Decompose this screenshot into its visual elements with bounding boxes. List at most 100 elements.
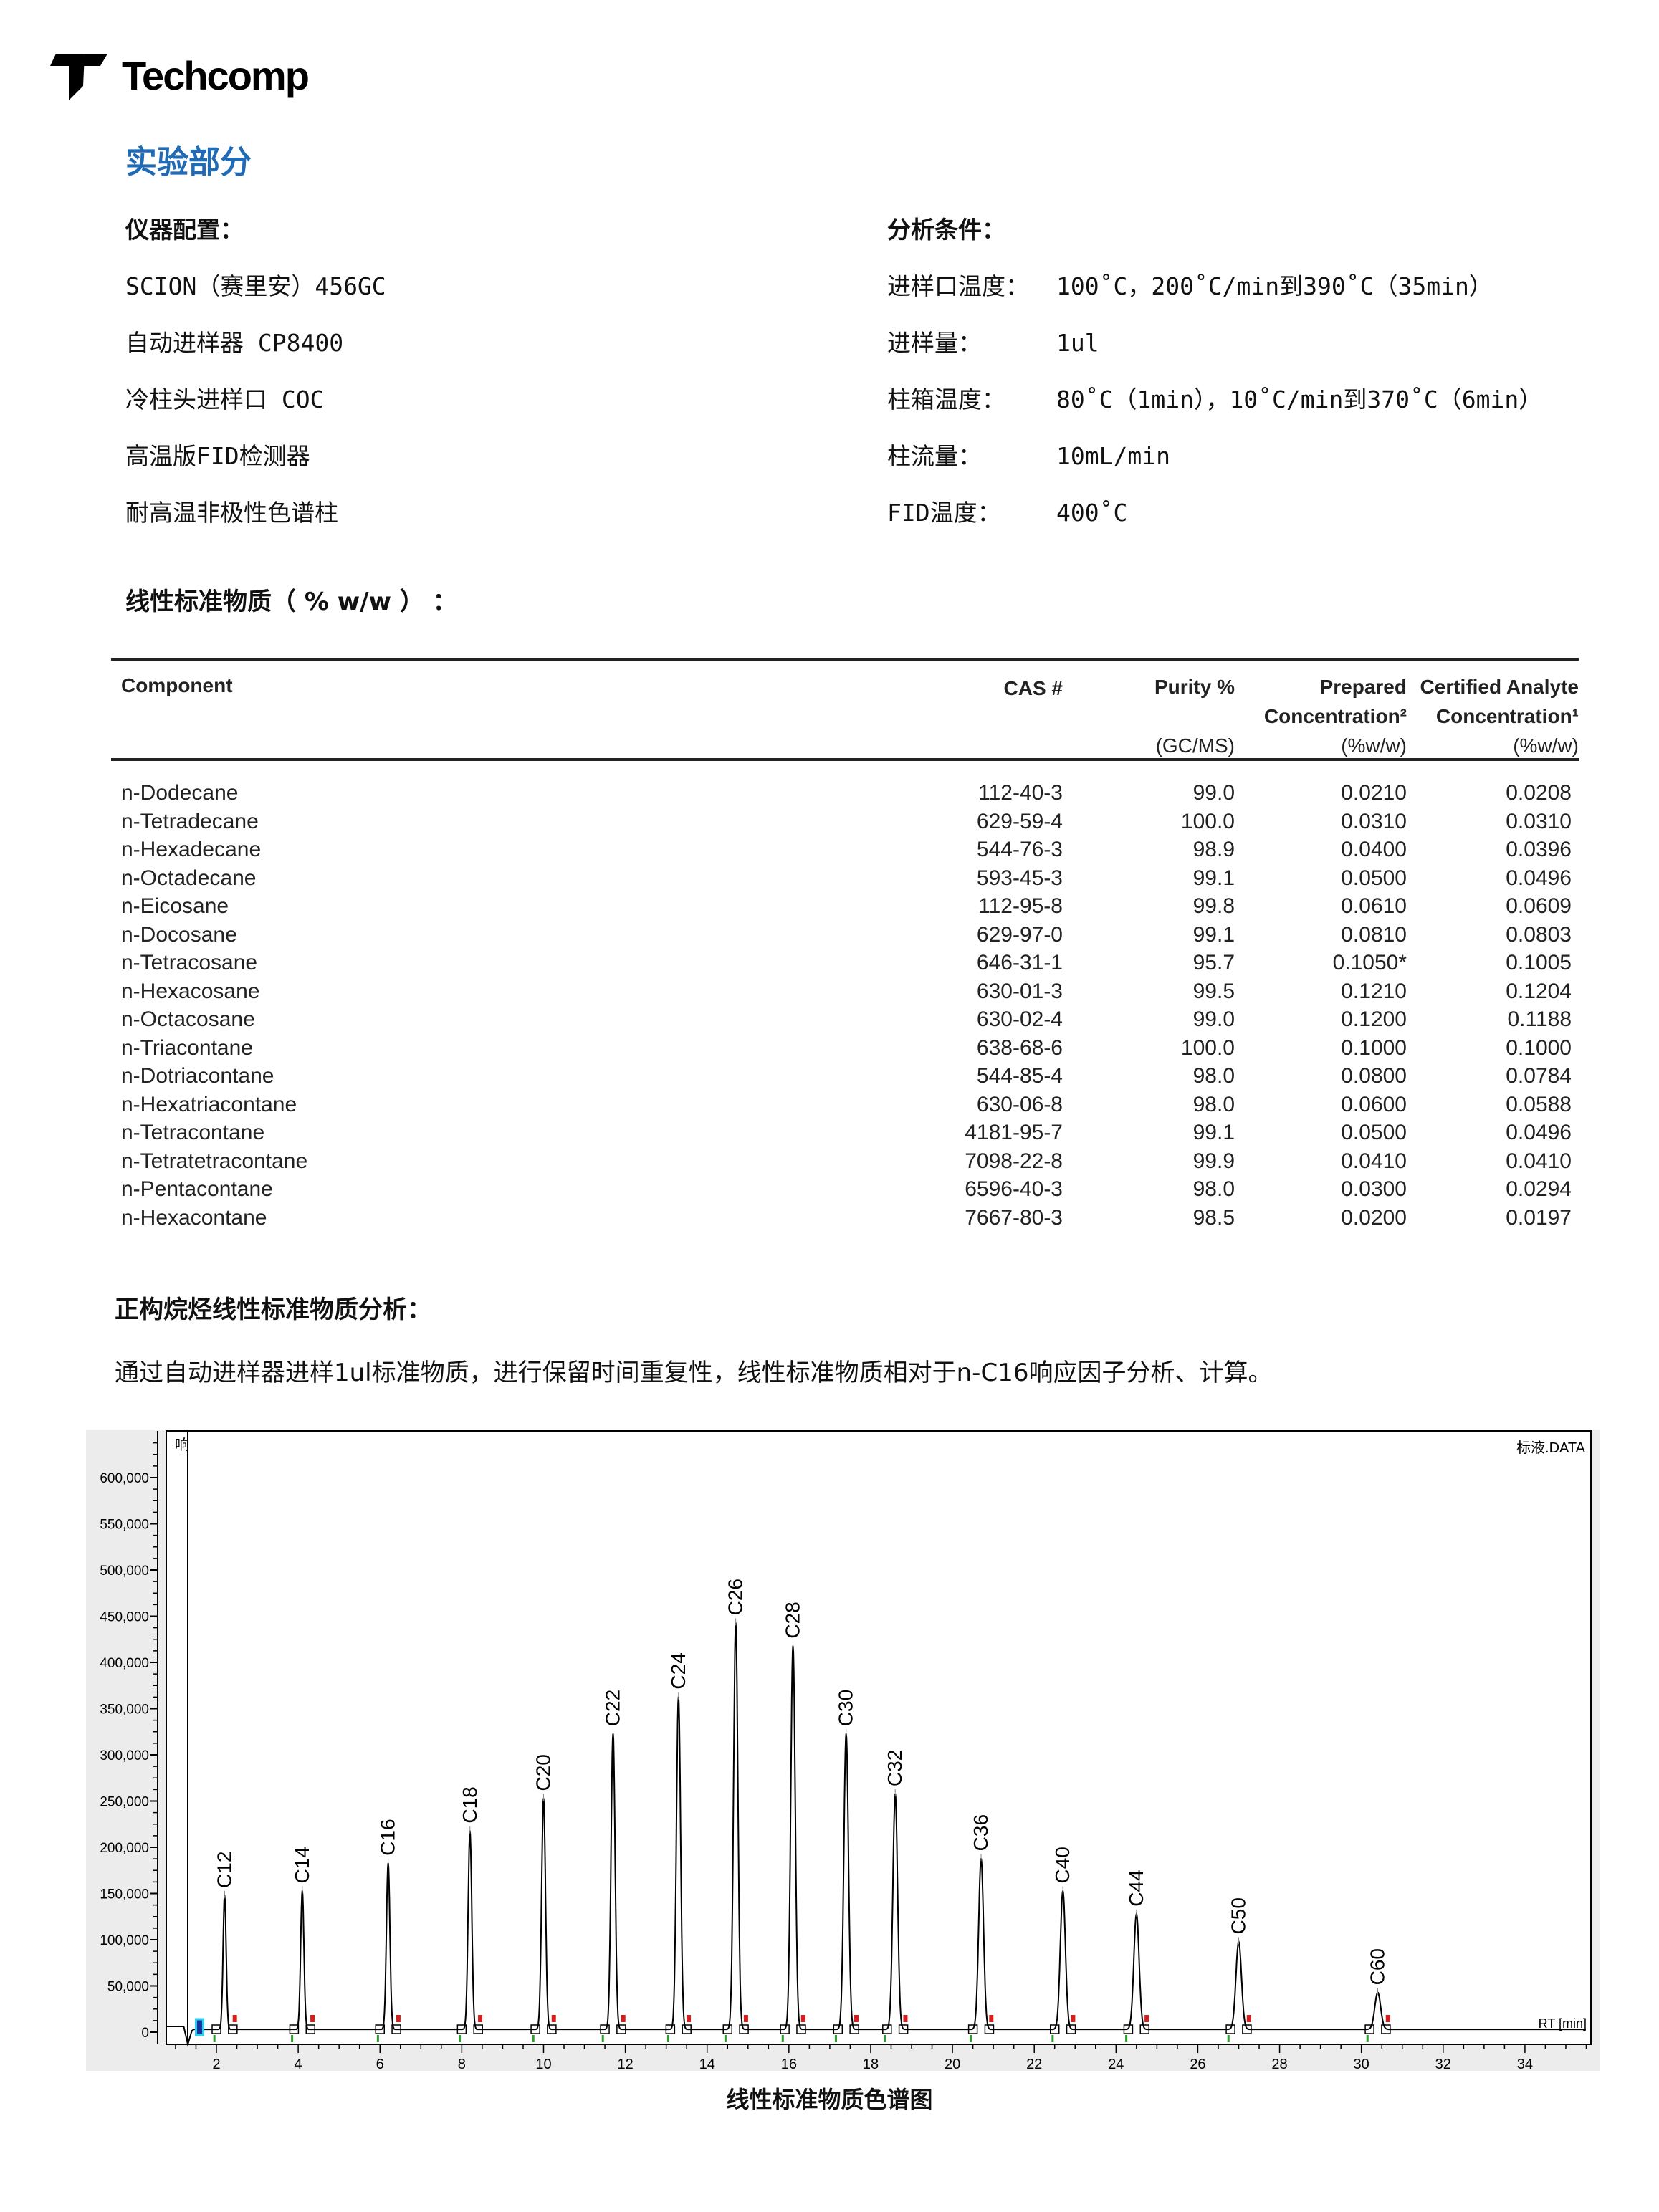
x-tick-label: 10 <box>535 2057 551 2071</box>
peak-start-marker <box>291 2035 294 2042</box>
peak-label: C60 <box>1367 1948 1389 1985</box>
peak-label: C20 <box>532 1754 554 1791</box>
integration-marker <box>1049 2024 1060 2034</box>
table-row: n-Triacontane 638-68-6 100.0 0.1000 0.1000 <box>111 1036 1579 1065</box>
peak-start-marker <box>1366 2035 1369 2042</box>
instrument-item: 耐高温非极性色谱柱 <box>125 499 338 527</box>
cell-prepared: 0.0500 <box>1341 1121 1407 1144</box>
integration-marker <box>228 2024 238 2034</box>
plot-area <box>166 1430 1592 2045</box>
peak-start-marker <box>1125 2035 1128 2042</box>
cell-component: n-Hexadecane <box>121 838 262 861</box>
table-row: n-Hexacosane 630-01-3 99.5 0.1210 0.1204 <box>111 980 1579 1008</box>
condition-value: 80˚C（1min），10˚C/min到370˚C（6min） <box>1056 386 1543 413</box>
integration-marker <box>600 2024 610 2034</box>
peak-start-marker <box>213 2035 216 2042</box>
cell-certified: 0.0208 <box>1506 781 1572 805</box>
cell-cas: 593-45-3 <box>976 866 1063 890</box>
cell-prepared: 0.0610 <box>1341 894 1407 918</box>
x-tick-label: 20 <box>945 2057 960 2071</box>
condition-key: 柱箱温度： <box>887 386 1005 413</box>
cell-certified: 0.0496 <box>1506 866 1572 890</box>
solvent-marker <box>194 2018 204 2036</box>
cell-purity: 100.0 <box>1180 1035 1235 1060</box>
integration-marker <box>1139 2024 1150 2034</box>
table-top-rule <box>111 658 1579 661</box>
peak-label: C18 <box>459 1786 481 1823</box>
y-tick-label: 0 <box>141 2026 149 2041</box>
cell-purity: 99.0 <box>1192 1007 1235 1031</box>
integration-marker <box>547 2024 557 2034</box>
cell-purity: 99.8 <box>1192 894 1235 918</box>
y-tick-label: 200,000 <box>100 1841 149 1856</box>
condition-value: 10mL/min <box>1056 442 1170 470</box>
table-row: n-Hexatriacontane 630-06-8 98.0 0.0600 0.058… <box>111 1093 1579 1121</box>
cell-purity: 99.1 <box>1192 922 1235 947</box>
cell-prepared: 0.1210 <box>1341 979 1407 1003</box>
header-purity: Purity % <box>1154 676 1235 698</box>
cell-cas: 112-95-8 <box>978 894 1063 918</box>
cell-component: n-Hexatriacontane <box>121 1092 297 1116</box>
conditions-heading: 分析条件： <box>887 216 1005 244</box>
peak-end-marker <box>232 2015 237 2022</box>
header-certified-2: Concentration¹ <box>1435 705 1579 727</box>
analysis-text: 通过自动进样器进样1ul标准物质，进行保留时间重复性，线性标准物质相对于n-C1… <box>115 1359 1273 1387</box>
table-row: n-Pentacontane 6596-40-3 98.0 0.0300 0.0294 <box>111 1177 1579 1206</box>
cell-cas: 112-40-3 <box>978 781 1063 805</box>
cell-certified: 0.0609 <box>1506 894 1572 918</box>
peak-start-marker <box>781 2035 784 2042</box>
instrument-item: 高温版FID检测器 <box>125 442 310 470</box>
cell-purity: 99.1 <box>1192 1121 1235 1144</box>
x-tick-label: 26 <box>1190 2057 1205 2071</box>
integration-marker <box>1123 2024 1134 2034</box>
table-row: n-Tetracontane 4181-95-7 99.1 0.0500 0.0496 <box>111 1121 1579 1149</box>
peak-start-marker <box>601 2035 604 2042</box>
cell-component: n-Pentacontane <box>121 1177 273 1201</box>
integration-marker <box>665 2024 676 2034</box>
cell-certified: 0.0294 <box>1506 1177 1572 1201</box>
x-tick-label: 24 <box>1108 2057 1124 2071</box>
y-tick-label: 250,000 <box>100 1795 149 1810</box>
cell-certified: 0.1188 <box>1507 1007 1572 1031</box>
peak-label: C24 <box>667 1652 689 1689</box>
peak-start-marker <box>1051 2035 1054 2042</box>
cell-cas: 630-01-3 <box>976 979 1063 1003</box>
condition-row: 柱流量： 10mL/min <box>887 440 1542 497</box>
cell-cas: 630-02-4 <box>976 1007 1063 1031</box>
header-prepared: Prepared <box>1319 676 1407 698</box>
peak-label: C30 <box>835 1690 857 1726</box>
cell-prepared: 0.0300 <box>1341 1177 1407 1201</box>
x-tick-label: 22 <box>1026 2057 1042 2071</box>
cell-component: n-Tetracontane <box>121 1121 265 1144</box>
cell-prepared: 0.1050* <box>1332 951 1407 975</box>
cell-component: n-Dodecane <box>121 781 239 805</box>
cell-prepared: 0.0400 <box>1341 838 1407 861</box>
condition-row: 进样口温度： 100˚C，200˚C/min到390˚C（35min） <box>887 270 1542 327</box>
peak-label: C28 <box>782 1601 804 1638</box>
techcomp-logo-icon <box>50 54 107 100</box>
cell-component: n-Triacontane <box>121 1035 253 1060</box>
integration-marker <box>780 2024 790 2034</box>
cell-prepared: 0.1000 <box>1341 1035 1407 1060</box>
cell-cas: 6596-40-3 <box>965 1177 1063 1201</box>
table-row: n-Hexadecane 544-76-3 98.9 0.0400 0.0396 <box>111 838 1579 866</box>
cell-certified: 0.0784 <box>1506 1064 1572 1088</box>
cell-component: n-Eicosane <box>121 894 229 918</box>
analysis-conditions: 分析条件： 进样口温度： 100˚C，200˚C/min到390˚C（35min）… <box>887 214 1542 553</box>
integration-marker <box>391 2024 401 2034</box>
integration-marker <box>967 2024 978 2034</box>
peak-end-marker <box>989 2015 994 2022</box>
integration-marker <box>530 2024 540 2034</box>
peak-start-marker <box>724 2035 727 2042</box>
instrument-item: 自动进样器 CP8400 <box>125 329 344 357</box>
condition-value: 100˚C，200˚C/min到390˚C（35min） <box>1056 272 1493 300</box>
peak-label: C40 <box>1051 1847 1074 1883</box>
peak-end-marker <box>1246 2015 1251 2022</box>
condition-value: 1ul <box>1056 329 1099 357</box>
condition-key: 进样量： <box>887 329 982 357</box>
peak-label: C50 <box>1228 1897 1250 1934</box>
chart-caption: 线性标准物质色谱图 <box>726 2086 933 2113</box>
cell-cas: 7098-22-8 <box>965 1149 1063 1173</box>
peak-end-marker <box>396 2015 401 2022</box>
integration-marker <box>682 2024 692 2034</box>
